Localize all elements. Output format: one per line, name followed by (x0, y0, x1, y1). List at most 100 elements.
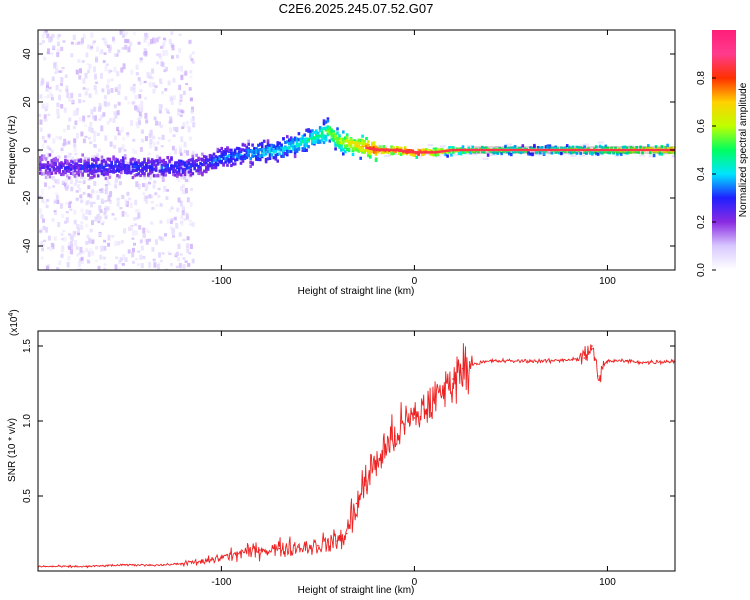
spectrogram-noise-cell (183, 91, 186, 95)
spectrogram-noise-cell (47, 95, 50, 99)
spectrogram-noise-cell (93, 131, 96, 137)
spectrogram-ridge-cell (338, 134, 341, 137)
spectrogram-noise-cell (91, 239, 94, 243)
spectrogram-noise-cell (88, 127, 91, 132)
spectrogram-noise-cell (67, 256, 70, 261)
figure: C2E6.2025.245.07.52.G07 -100 0 100-40-2002… (0, 0, 750, 600)
spectrogram-noise-cell (161, 61, 164, 66)
spectrogram-noise-cell (145, 119, 148, 123)
colorbar-tick-label: 0.6 (696, 119, 707, 133)
spectrogram-noise-cell (43, 226, 46, 231)
spectrogram-x-tick-label: -100 (211, 276, 231, 287)
spectrogram-noise-cell (109, 118, 112, 122)
spectrogram-noise-cell (105, 189, 108, 194)
spectrogram-noise-cell (98, 205, 101, 209)
spectrogram-noise-cell (141, 263, 144, 268)
spectrogram-noise-cell (159, 78, 162, 82)
spectrogram-noise-cell (188, 41, 191, 45)
spectrogram-ridge-cell (93, 174, 96, 177)
spectrogram-noise-cell (162, 135, 165, 140)
spectrogram-noise-cell (52, 218, 55, 221)
spectrogram-y-tick-label: 0 (22, 147, 33, 153)
spectrogram-noise-cell (119, 181, 122, 185)
spectrogram-noise-cell (70, 249, 73, 254)
snr-data-point (597, 375, 599, 377)
spectrogram-noise-cell (78, 261, 81, 267)
spectrogram-noise-cell (90, 33, 93, 38)
spectrogram-noise-cell (101, 201, 104, 204)
spectrogram-noise-cell (56, 103, 59, 108)
spectrogram-noise-cell (189, 70, 192, 73)
spectrogram-noise-cell (126, 192, 129, 196)
spectrogram-noise-cell (91, 251, 94, 256)
spectrogram-ridge-cell (263, 140, 266, 143)
spectrogram-noise-cell (103, 60, 106, 63)
spectrogram-noise-cell (144, 33, 147, 37)
spectrogram-noise-cell (74, 121, 77, 126)
spectrogram-noise-cell (192, 259, 195, 264)
spectrogram-noise-cell (85, 241, 88, 245)
spectrogram-noise-cell (58, 95, 61, 101)
spectrogram-noise-cell (103, 240, 106, 243)
spectrogram-noise-cell (148, 153, 151, 156)
spectrogram-noise-cell (76, 108, 79, 110)
spectrogram-noise-cell (91, 189, 94, 193)
spectrogram-noise-cell (114, 67, 117, 73)
spectrogram-noise-cell (73, 138, 76, 143)
spectrogram-noise-cell (99, 105, 102, 110)
spectrogram-noise-cell (79, 194, 82, 198)
spectrogram-noise-cell (89, 248, 92, 251)
spectrogram-noise-cell (42, 219, 45, 223)
spectrogram-ridge-cell (336, 127, 339, 130)
snr-scale-close: ) (9, 309, 20, 312)
spectrogram-noise-cell (192, 151, 195, 156)
spectrogram-y-axis-label: Frequency (Hz) (7, 116, 18, 185)
spectrogram-noise-cell (138, 225, 141, 230)
spectrogram-noise-cell (51, 97, 54, 100)
spectrogram-noise-cell (124, 212, 127, 215)
spectrogram-noise-cell (179, 101, 182, 105)
spectrogram-noise-cell (180, 215, 183, 219)
spectrogram-noise-cell (182, 211, 185, 216)
spectrogram-ridge-cell (234, 150, 237, 153)
spectrogram-ridge-cell (446, 155, 449, 158)
spectrogram-noise-cell (46, 199, 49, 202)
spectrogram-ridge-cell (298, 147, 301, 150)
spectrogram-noise-cell (135, 258, 138, 260)
spectrogram-noise-cell (167, 219, 170, 224)
spectrogram-ridge-cell (487, 154, 490, 157)
spectrogram-noise-cell (154, 192, 157, 195)
spectrogram-noise-cell (163, 38, 166, 41)
spectrogram-noise-cell (65, 178, 68, 183)
spectrogram-noise-cell (139, 111, 142, 116)
spectrogram-noise-cell (170, 263, 173, 266)
spectrogram-noise-cell (153, 262, 156, 267)
spectrogram-ridge-cell (247, 140, 250, 143)
spectrogram-noise-cell (71, 99, 74, 103)
spectrogram-ridge-cell (251, 163, 254, 166)
spectrogram-ridge-cell (666, 144, 669, 147)
spectrogram-noise-cell (113, 145, 116, 149)
spectrogram-noise-cell (189, 220, 192, 223)
spectrogram-ridge-cell (97, 174, 100, 177)
spectrogram-noise-cell (107, 243, 110, 247)
spectrogram-noise-cell (95, 82, 98, 84)
spectrogram-noise-cell (181, 127, 184, 130)
spectrogram-noise-cell (47, 145, 50, 149)
spectrogram-noise-cell (153, 181, 156, 184)
spectrogram-noise-cell (104, 38, 107, 44)
spectrogram-noise-cell (90, 229, 93, 233)
spectrogram-noise-cell (192, 61, 195, 64)
spectrogram-noise-cell (85, 73, 88, 79)
spectrogram-ridge-cell (109, 176, 112, 179)
snr-x-axis-label: Height of straight line (km) (298, 585, 415, 596)
spectrogram-noise-cell (61, 148, 64, 151)
spectrogram-noise-cell (137, 250, 140, 253)
snr-y-tick-label: 1.0 (22, 414, 33, 428)
spectrogram-noise-cell (156, 61, 159, 64)
spectrogram-noise-cell (146, 229, 149, 233)
spectrogram-noise-cell (151, 77, 154, 80)
snr-data-point (549, 360, 551, 362)
spectrogram-noise-cell (46, 205, 49, 208)
spectrogram-x-tick-label: 100 (599, 276, 616, 287)
